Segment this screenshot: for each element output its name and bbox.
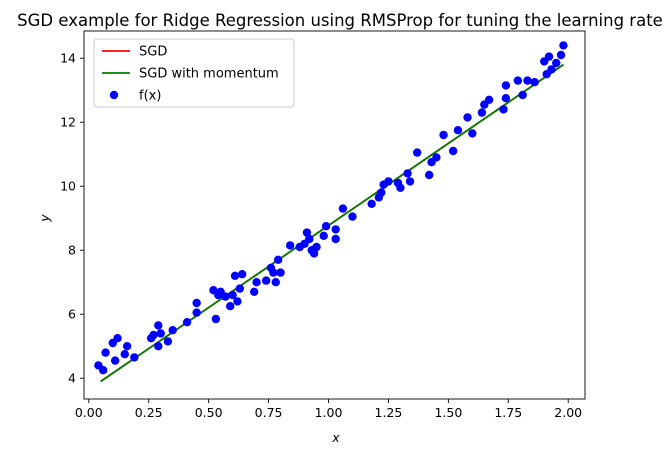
data-point (269, 268, 278, 277)
data-point (377, 188, 386, 197)
data-point (432, 153, 441, 162)
data-point (98, 366, 108, 375)
data-point (113, 334, 122, 343)
data-point (221, 292, 230, 301)
legend-marker-fx (109, 90, 119, 100)
data-point (424, 170, 434, 180)
data-point (238, 270, 247, 279)
data-point (403, 169, 412, 178)
data-point (348, 212, 357, 221)
data-point (523, 76, 532, 85)
data-point (413, 148, 422, 157)
data-point (468, 129, 477, 138)
data-point (252, 278, 261, 287)
data-point (305, 234, 314, 244)
x-tick-label: 0.50 (195, 405, 223, 420)
x-tick-label: 1.50 (434, 405, 462, 420)
data-point (285, 241, 295, 250)
data-point (156, 329, 165, 338)
data-point (228, 290, 237, 300)
data-point (453, 126, 463, 135)
legend: SGD SGD with momentum f(x) (93, 38, 295, 108)
y-tick-label: 4 (68, 371, 76, 386)
data-point (367, 199, 376, 208)
data-point (312, 242, 321, 252)
data-point (338, 204, 348, 213)
data-point (235, 284, 245, 293)
data-point (309, 249, 319, 258)
y-tick-label: 6 (68, 307, 76, 322)
data-point (120, 350, 129, 359)
data-point (101, 348, 110, 357)
data-point (501, 94, 511, 103)
series-line-sgd-momentum (100, 63, 564, 383)
data-point (211, 314, 221, 324)
data-point (302, 228, 312, 237)
data-point (149, 330, 158, 340)
data-point (321, 222, 331, 231)
plot-area: 0.00 0.25 0.50 0.75 1.00 1.25 1.50 1.75 2.00 4 6 8 1… (60, 30, 586, 420)
legend-label: f(x) (139, 89, 161, 104)
y-tick-label: 10 (60, 179, 76, 194)
y-tick-label: 8 (68, 243, 76, 258)
data-point (559, 41, 568, 50)
data-point (168, 326, 177, 335)
x-tick-label: 1.25 (375, 405, 403, 420)
x-tick-label: 0.75 (255, 405, 283, 420)
data-point (439, 130, 448, 140)
legend-label: SGD with momentum (139, 67, 279, 82)
legend-label: SGD (139, 45, 167, 60)
data-point (501, 81, 511, 90)
y-tick-label: 14 (60, 51, 76, 66)
data-point (530, 78, 539, 87)
data-point (544, 52, 554, 61)
data-point (556, 50, 566, 60)
data-point (405, 177, 415, 186)
x-tick-label: 0.25 (135, 405, 163, 420)
data-point (192, 308, 201, 317)
x-tick-label: 1.00 (315, 405, 343, 420)
data-point (484, 95, 494, 105)
y-tick-label: 12 (60, 115, 76, 130)
legend-box (93, 38, 295, 108)
data-point (154, 321, 163, 330)
data-point (276, 268, 285, 277)
data-point (154, 342, 163, 351)
x-tick-label: 1.75 (494, 405, 522, 420)
data-point (226, 302, 235, 311)
y-axis-label: y (37, 214, 52, 223)
data-point (273, 255, 283, 264)
data-point (182, 318, 192, 327)
data-point (547, 65, 556, 74)
data-point (331, 234, 340, 244)
x-axis-label: x (331, 430, 340, 445)
data-point (163, 337, 173, 346)
data-point (477, 108, 487, 117)
data-point (130, 353, 139, 362)
data-point (110, 356, 120, 365)
x-tick-label: 0.00 (75, 405, 103, 420)
x-tick-label: 2.00 (554, 405, 582, 420)
data-point (552, 58, 561, 68)
data-point (192, 298, 201, 308)
data-point (261, 276, 271, 285)
data-point (518, 90, 527, 100)
data-point (331, 225, 340, 234)
data-point (384, 177, 393, 186)
data-point (499, 105, 508, 114)
data-point (230, 271, 240, 280)
data-point (319, 231, 328, 240)
data-point (448, 146, 458, 156)
data-point (122, 342, 132, 351)
data-point (396, 183, 405, 192)
data-point (249, 287, 259, 296)
data-point (463, 113, 472, 122)
data-point (233, 297, 242, 306)
data-point (271, 278, 280, 287)
chart-title: SGD example for Ridge Regression using R… (17, 11, 663, 30)
data-point (513, 76, 523, 85)
axes-frame (83, 30, 586, 400)
